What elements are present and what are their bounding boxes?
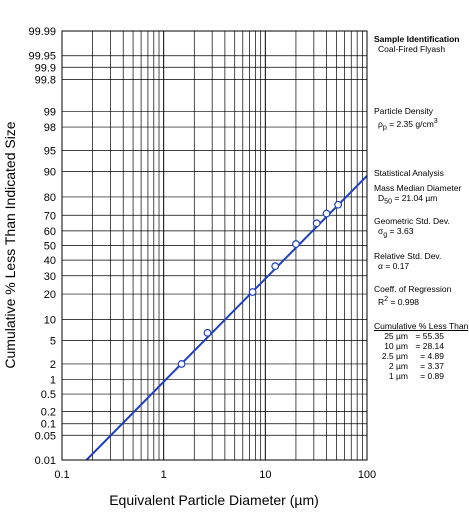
cumulative-heading: Cumulative % Less Than	[374, 321, 469, 331]
y-tick-label: 0.1	[41, 419, 56, 431]
rsd-value: α = 0.17	[378, 261, 410, 271]
regression-heading: Coeff. of Regression	[374, 284, 452, 294]
y-tick-label: 99	[44, 106, 56, 118]
x-tick-label: 10	[259, 469, 271, 481]
y-tick-label: 99.9	[35, 62, 56, 74]
table-row: 1 µm = 0.89	[388, 371, 444, 381]
data-point	[322, 209, 331, 218]
tick-labels: 0.010.050.10.20.512510203040506070809095…	[28, 26, 376, 481]
data-point	[334, 200, 343, 209]
y-tick-label: 50	[44, 241, 56, 253]
sample-heading: Sample Identification	[374, 34, 460, 44]
regression-value: R2 = 0.998	[378, 295, 420, 307]
y-tick-label: 60	[44, 226, 56, 238]
y-tick-label: 40	[44, 255, 56, 267]
cumulative-table: 25 µm = 55.35 10 µm = 28.14 2.5 µm = 4.89 2…	[378, 331, 444, 381]
fit-line-group	[85, 175, 368, 461]
y-tick-label: 0.5	[41, 389, 56, 401]
data-point	[203, 328, 212, 337]
y-tick-label: 0.05	[35, 430, 56, 442]
y-tick-label: 2	[50, 359, 56, 371]
y-tick-label: 0.01	[35, 455, 56, 467]
density-heading: Particle Density	[374, 106, 434, 116]
data-point	[248, 288, 257, 296]
gsd-heading: Geometric Std. Dev.	[374, 216, 450, 226]
table-row: 25 µm = 55.35	[384, 331, 444, 341]
density-value: ρp = 2.35 g/cm3	[378, 117, 438, 132]
y-tick-label: 1	[50, 375, 56, 387]
mmd-value: D50 = 21.04 µm	[378, 193, 438, 206]
data-points	[177, 200, 343, 368]
plot-frame	[61, 30, 368, 461]
table-row: 2 µm = 3.37	[388, 361, 444, 371]
gsd-value: σg = 3.63	[378, 226, 414, 239]
data-point	[271, 262, 280, 271]
data-point	[312, 219, 321, 228]
data-point	[177, 360, 186, 368]
y-tick-label: 10	[44, 314, 56, 326]
y-tick-label: 5	[50, 335, 56, 347]
y-tick-label: 20	[44, 289, 56, 301]
mmd-heading: Mass Median Diameter	[374, 183, 462, 193]
grid	[62, 31, 367, 460]
y-tick-label: 90	[44, 167, 56, 179]
x-tick-label: 100	[358, 469, 376, 481]
data-point	[292, 240, 300, 248]
y-tick-label: 80	[44, 192, 56, 204]
table-row: 2.5 µm = 4.89	[381, 351, 444, 361]
y-tick-label: 70	[44, 210, 56, 222]
table-row: 10 µm = 28.14	[384, 341, 444, 351]
stats-heading: Statistical Analysis	[374, 168, 444, 178]
y-tick-label: 0.2	[41, 407, 56, 419]
y-tick-label: 30	[44, 271, 56, 283]
y-tick-label: 99.99	[28, 26, 56, 38]
x-tick-label: 0.1	[54, 469, 69, 481]
fit-line	[85, 175, 368, 461]
y-tick-label: 99.95	[28, 51, 56, 63]
y-tick-label: 99.8	[35, 75, 56, 87]
sample-name: Coal-Fired Flyash	[378, 44, 446, 54]
y-tick-label: 95	[44, 146, 56, 158]
y-tick-label: 98	[44, 122, 56, 134]
rsd-heading: Relative Std. Dev.	[374, 251, 442, 261]
y-axis-label: Cumulative % Less Than Indicated Size	[2, 121, 18, 368]
x-tick-label: 1	[161, 469, 167, 481]
x-axis-label: Equivalent Particle Diameter (µm)	[109, 492, 319, 508]
